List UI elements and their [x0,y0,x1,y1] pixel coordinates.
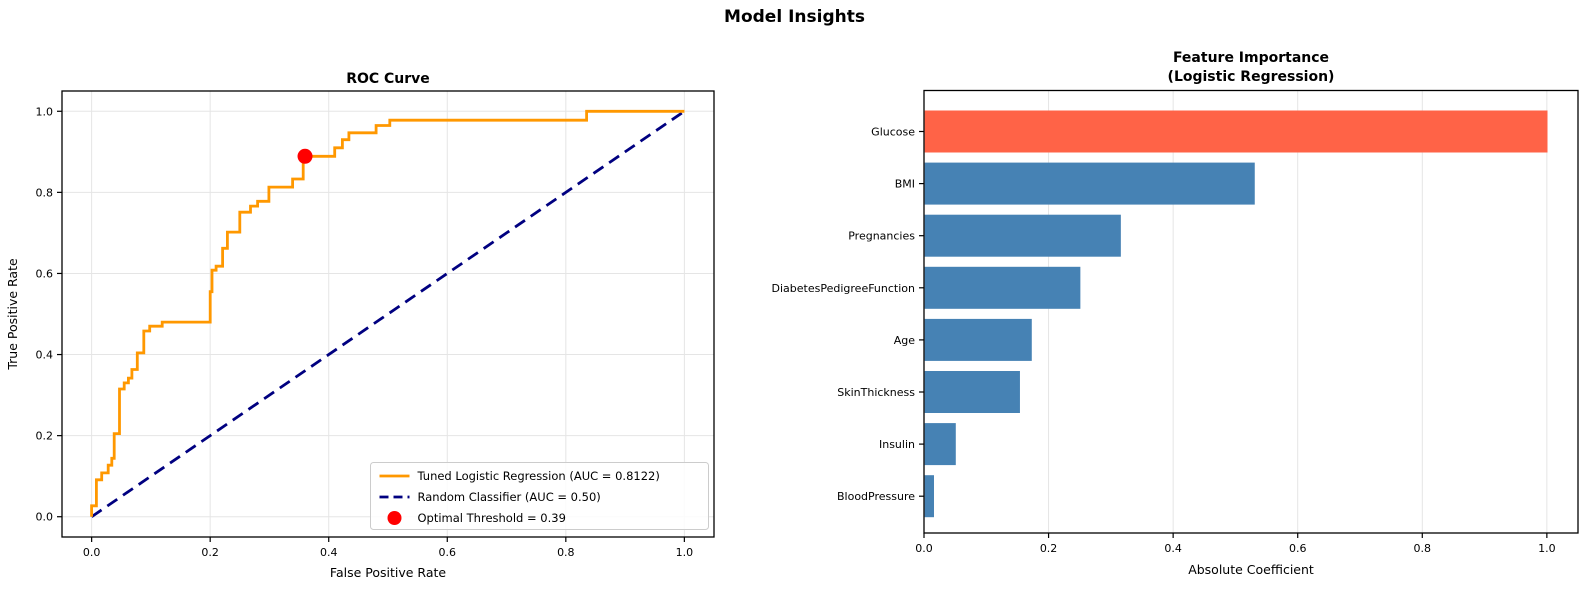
feature-importance-chart: Glucose BMI Pregnancies DiabetesPedigreeFun… [772,50,1579,577]
x-tick-label: 0.6 [439,546,457,559]
x-tick-label: 0.0 [915,542,933,555]
bar-skinthickness [924,371,1020,413]
x-tick-label: 0.2 [1040,542,1058,555]
legend-label-tuned: Tuned Logistic Regression (AUC = 0.8122) [417,469,660,483]
bar-age [924,318,1032,361]
x-tick-label: 0.8 [1414,542,1432,555]
x-tick-label: 0.4 [1164,542,1182,555]
optimal-threshold-marker [297,148,313,164]
x-tick-label: 0.2 [201,546,219,559]
x-tick-label: 0.6 [1289,542,1307,555]
category-label: Age [894,334,916,347]
bar-diabetespedigreefunction [924,266,1081,309]
legend-marker-sample-threshold [387,511,402,525]
category-label: Glucose [871,126,915,139]
y-tick-label: 0.2 [36,430,54,443]
category-label: SkinThickness [837,386,915,399]
legend-label-threshold: Optimal Threshold = 0.39 [418,511,566,525]
roc-xlabel: False Positive Rate [330,565,446,580]
fi-xlabel: Absolute Coefficient [1188,562,1314,577]
random-classifier-line [90,110,686,518]
legend-box [370,462,709,530]
figure-title: Model Insights [724,7,865,27]
x-tick-label: 0.0 [83,546,101,559]
y-tick-label: 0.8 [36,186,54,199]
roc-chart: 0.0 0.2 0.4 0.6 0.8 1.0 0.0 0.2 0.4 0.6 0.8 1.0 ROC … [5,71,715,580]
y-tick-label: 0.0 [36,511,54,524]
fi-title-line1: Feature Importance [1173,50,1329,66]
fi-axes-box [923,89,1579,534]
legend-label-random: Random Classifier (AUC = 0.50) [418,490,601,504]
x-tick-label: 0.8 [557,546,575,559]
bar-insulin [924,423,956,466]
roc-curve-line [90,109,685,517]
category-label: DiabetesPedigreeFunction [772,282,915,295]
category-label: BMI [895,178,915,191]
bar-pregnancies [924,214,1121,257]
y-tick-label: 0.4 [36,349,54,362]
y-tick-label: 1.0 [36,105,54,118]
fi-title-line2: (Logistic Regression) [1168,69,1335,85]
x-tick-label: 0.4 [320,546,338,559]
x-tick-label: 1.0 [1538,542,1556,555]
y-tick-label: 0.6 [36,267,54,280]
roc-grid [62,91,714,537]
bar-bloodpressure [924,475,934,518]
roc-title: ROC Curve [346,71,430,87]
category-label: Insulin [879,438,915,451]
fi-grid [923,90,1548,533]
category-label: BloodPressure [837,490,915,503]
bar-bmi [924,162,1255,205]
category-label: Pregnancies [848,230,915,243]
bar-glucose [924,110,1548,153]
roc-ylabel: True Positive Rate [5,258,20,371]
roc-legend: Tuned Logistic Regression (AUC = 0.8122)… [370,462,709,530]
x-tick-label: 1.0 [676,546,694,559]
roc-axes-box [61,90,715,538]
